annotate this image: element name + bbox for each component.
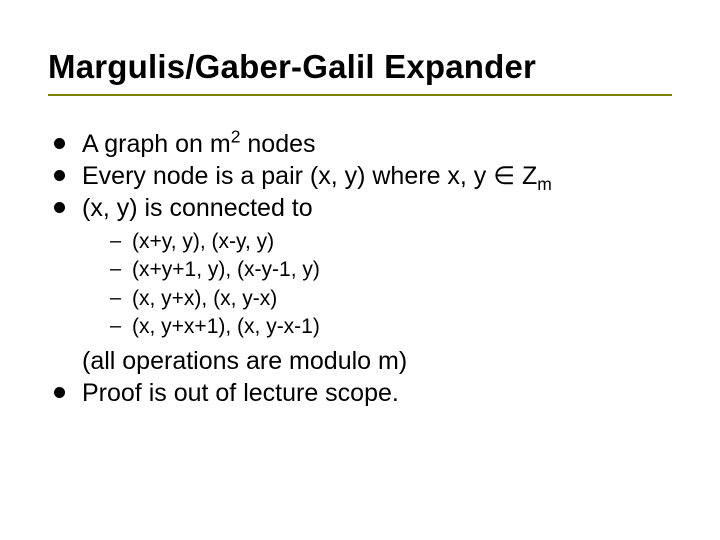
subscript: m — [537, 174, 552, 194]
slide-title: Margulis/Gaber-Galil Expander — [48, 48, 672, 96]
sub-item-3: (x, y+x), (x, y-x) — [106, 285, 672, 313]
bullet-list-tail: Proof is out of lecture scope. — [48, 377, 672, 409]
bullet-item-1: A graph on m2 nodes — [48, 128, 672, 160]
superscript: 2 — [231, 127, 241, 147]
text: Every node is a pair (x, y) where x, y — [82, 162, 493, 190]
text: nodes — [240, 130, 315, 158]
element-of-symbol: ∈ — [493, 162, 515, 190]
bullet-item-4: Proof is out of lecture scope. — [48, 377, 672, 409]
sub-item-2: (x+y+1, y), (x-y-1, y) — [106, 256, 672, 284]
text: A graph on m — [82, 130, 231, 158]
sub-item-1: (x+y, y), (x-y, y) — [106, 228, 672, 256]
note-text: (all operations are modulo m) — [48, 345, 672, 377]
text: (x, y) is connected to — [82, 194, 313, 222]
slide: Margulis/Gaber-Galil Expander A graph on… — [0, 0, 720, 540]
text: Z — [515, 162, 537, 190]
sub-bullet-list: (x+y, y), (x-y, y) (x+y+1, y), (x-y-1, y… — [48, 228, 672, 341]
text: Proof is out of lecture scope. — [82, 379, 399, 407]
sub-item-4: (x, y+x+1), (x, y-x-1) — [106, 313, 672, 341]
slide-body: A graph on m2 nodes Every node is a pair… — [48, 128, 672, 409]
bullet-item-2: Every node is a pair (x, y) where x, y ∈… — [48, 160, 672, 192]
bullet-item-3: (x, y) is connected to — [48, 192, 672, 224]
bullet-list: A graph on m2 nodes Every node is a pair… — [48, 128, 672, 224]
